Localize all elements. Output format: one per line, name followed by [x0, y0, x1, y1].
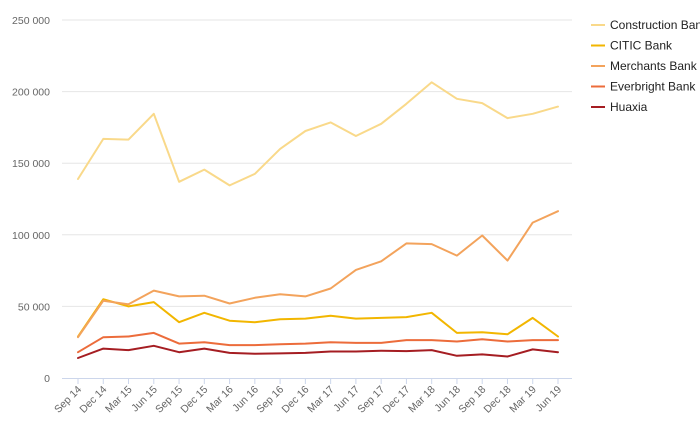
- y-tick-label: 0: [44, 373, 50, 385]
- x-tick-label: Sep 15: [153, 384, 185, 416]
- y-axis: 0 50 000 100 000 150 000 200 000 250 000: [12, 15, 50, 385]
- x-tick-label: Dec 15: [178, 384, 210, 416]
- legend-label[interactable]: Merchants Bank: [610, 59, 698, 73]
- legend-label[interactable]: CITIC Bank: [610, 39, 673, 53]
- legend-label[interactable]: Huaxia: [610, 100, 648, 114]
- legend-label[interactable]: Everbright Bank: [610, 80, 696, 94]
- series-line: [77, 210, 559, 339]
- x-tick-label: Mar 17: [305, 384, 337, 416]
- x-tick-label: Dec 18: [482, 384, 514, 416]
- x-tick-label: Dec 14: [77, 384, 109, 416]
- series-line: [77, 344, 559, 359]
- x-tick-label: Mar 15: [103, 384, 135, 416]
- x-tick-label: Jun 19: [533, 384, 564, 415]
- x-tick-label: Mar 16: [204, 384, 236, 416]
- y-tick-label: 100 000: [12, 230, 50, 242]
- x-tick-label: Sep 16: [254, 384, 286, 416]
- series-line: [77, 331, 559, 354]
- x-tick-label: Mar 19: [507, 384, 539, 416]
- y-tick-label: 250 000: [12, 15, 50, 27]
- y-tick-label: 150 000: [12, 158, 50, 170]
- y-tick-label: 200 000: [12, 87, 50, 99]
- x-tick-label: Dec 16: [279, 384, 311, 416]
- x-tick-label: Sep 14: [52, 384, 84, 416]
- x-tick-label: Sep 17: [355, 384, 387, 416]
- gridlines: [62, 19, 572, 307]
- series-line: [77, 298, 559, 338]
- legend-label[interactable]: Construction Bank: [610, 18, 700, 32]
- y-tick-label: 50 000: [18, 301, 50, 313]
- x-tick-label: Dec 17: [381, 384, 413, 416]
- series-line: [77, 81, 559, 187]
- legend: Construction Bank CITIC Bank Merchants Ban…: [591, 18, 700, 114]
- x-tick-label: Sep 18: [456, 384, 488, 416]
- x-tick-label: Mar 18: [406, 384, 438, 416]
- series-lines: [77, 81, 559, 359]
